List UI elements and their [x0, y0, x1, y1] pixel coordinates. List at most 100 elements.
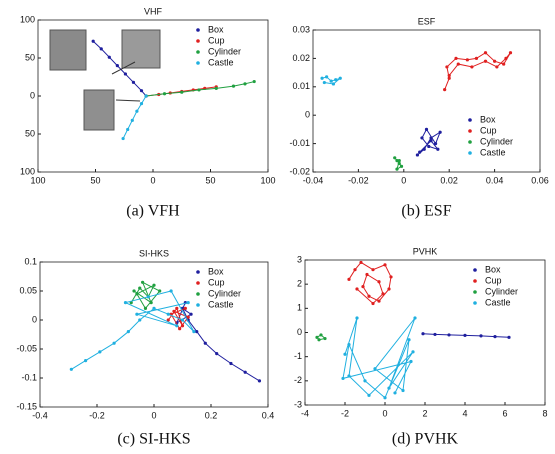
point — [429, 139, 432, 142]
point — [215, 87, 218, 90]
legend-marker — [196, 303, 200, 307]
point — [377, 280, 380, 283]
legend-label: Cylinder — [208, 46, 241, 56]
legend-label: Cup — [485, 275, 502, 285]
legend-label: Box — [208, 24, 224, 34]
point — [447, 333, 450, 336]
point — [320, 77, 323, 80]
point — [387, 287, 390, 290]
point — [436, 148, 439, 151]
legend-marker — [196, 61, 200, 65]
x-tick-label: 0 — [150, 175, 155, 185]
point — [135, 110, 138, 113]
legend-label: Castle — [485, 297, 511, 307]
legend-label: Box — [208, 266, 224, 276]
point — [377, 299, 380, 302]
point — [383, 263, 386, 266]
y-tick-label: 0 — [30, 90, 35, 100]
legend-label: Cup — [480, 125, 497, 135]
point — [325, 75, 328, 78]
point — [371, 302, 374, 305]
point — [317, 338, 320, 341]
point — [98, 350, 101, 353]
point — [484, 60, 487, 63]
point — [347, 343, 350, 346]
point — [507, 336, 510, 339]
legend-marker — [473, 268, 477, 272]
point — [184, 307, 187, 310]
point — [416, 153, 419, 156]
point — [141, 281, 144, 284]
point — [429, 136, 432, 139]
point — [195, 330, 198, 333]
plot-frame — [313, 30, 540, 172]
point — [393, 391, 396, 394]
point — [132, 81, 135, 84]
chart-title: PVHK — [413, 246, 438, 256]
point — [132, 289, 135, 292]
point — [122, 137, 125, 140]
y-tick-label: -0.15 — [16, 401, 37, 411]
point — [387, 386, 390, 389]
point — [434, 142, 437, 145]
point — [504, 57, 507, 60]
point — [339, 77, 342, 80]
caption: (b) ESF — [401, 203, 451, 220]
point — [147, 295, 150, 298]
chart-title: ESF — [418, 16, 436, 26]
point — [367, 394, 370, 397]
point — [135, 313, 138, 316]
x-tick-label: 50 — [205, 175, 215, 185]
point — [116, 64, 119, 67]
x-tick-label: 0 — [401, 175, 406, 185]
x-tick-label: 50 — [90, 175, 100, 185]
point — [509, 51, 512, 54]
point — [343, 353, 346, 356]
point — [367, 295, 370, 298]
x-tick-label: 0.02 — [440, 175, 458, 185]
point — [150, 301, 153, 304]
y-tick-label: 50 — [25, 52, 35, 62]
point — [502, 62, 505, 65]
point — [398, 162, 401, 165]
legend-label: Castle — [480, 147, 506, 157]
point — [192, 330, 195, 333]
point — [167, 313, 170, 316]
point — [140, 89, 143, 92]
x-tick-label: 4 — [462, 408, 467, 418]
legend-marker — [468, 118, 472, 122]
point — [100, 47, 103, 50]
x-tick-label: -2 — [341, 408, 349, 418]
point — [323, 337, 326, 340]
y-tick-label: -0.05 — [16, 343, 37, 353]
point — [355, 287, 358, 290]
point — [347, 278, 350, 281]
point — [197, 88, 200, 91]
point — [361, 285, 364, 288]
y-tick-label: -0.01 — [289, 138, 310, 148]
point — [232, 85, 235, 88]
point — [181, 318, 184, 321]
point — [393, 156, 396, 159]
y-tick-label: 100 — [20, 166, 35, 176]
caption: (c) SI-HKS — [117, 431, 190, 448]
point — [347, 374, 350, 377]
point — [172, 310, 175, 313]
point — [187, 301, 190, 304]
point — [363, 379, 366, 382]
point — [158, 289, 161, 292]
point — [138, 318, 141, 321]
point — [243, 82, 246, 85]
legend-label: Box — [485, 264, 501, 274]
point — [470, 65, 473, 68]
point — [135, 292, 138, 295]
point — [448, 74, 451, 77]
y-tick-label: 3 — [297, 254, 302, 264]
legend-label: Cylinder — [485, 286, 518, 296]
caption: (d) PVHK — [392, 431, 459, 448]
x-tick-label: -0.4 — [32, 410, 48, 420]
point — [181, 324, 184, 327]
chart-title: VHF — [144, 6, 163, 16]
point — [187, 316, 190, 319]
